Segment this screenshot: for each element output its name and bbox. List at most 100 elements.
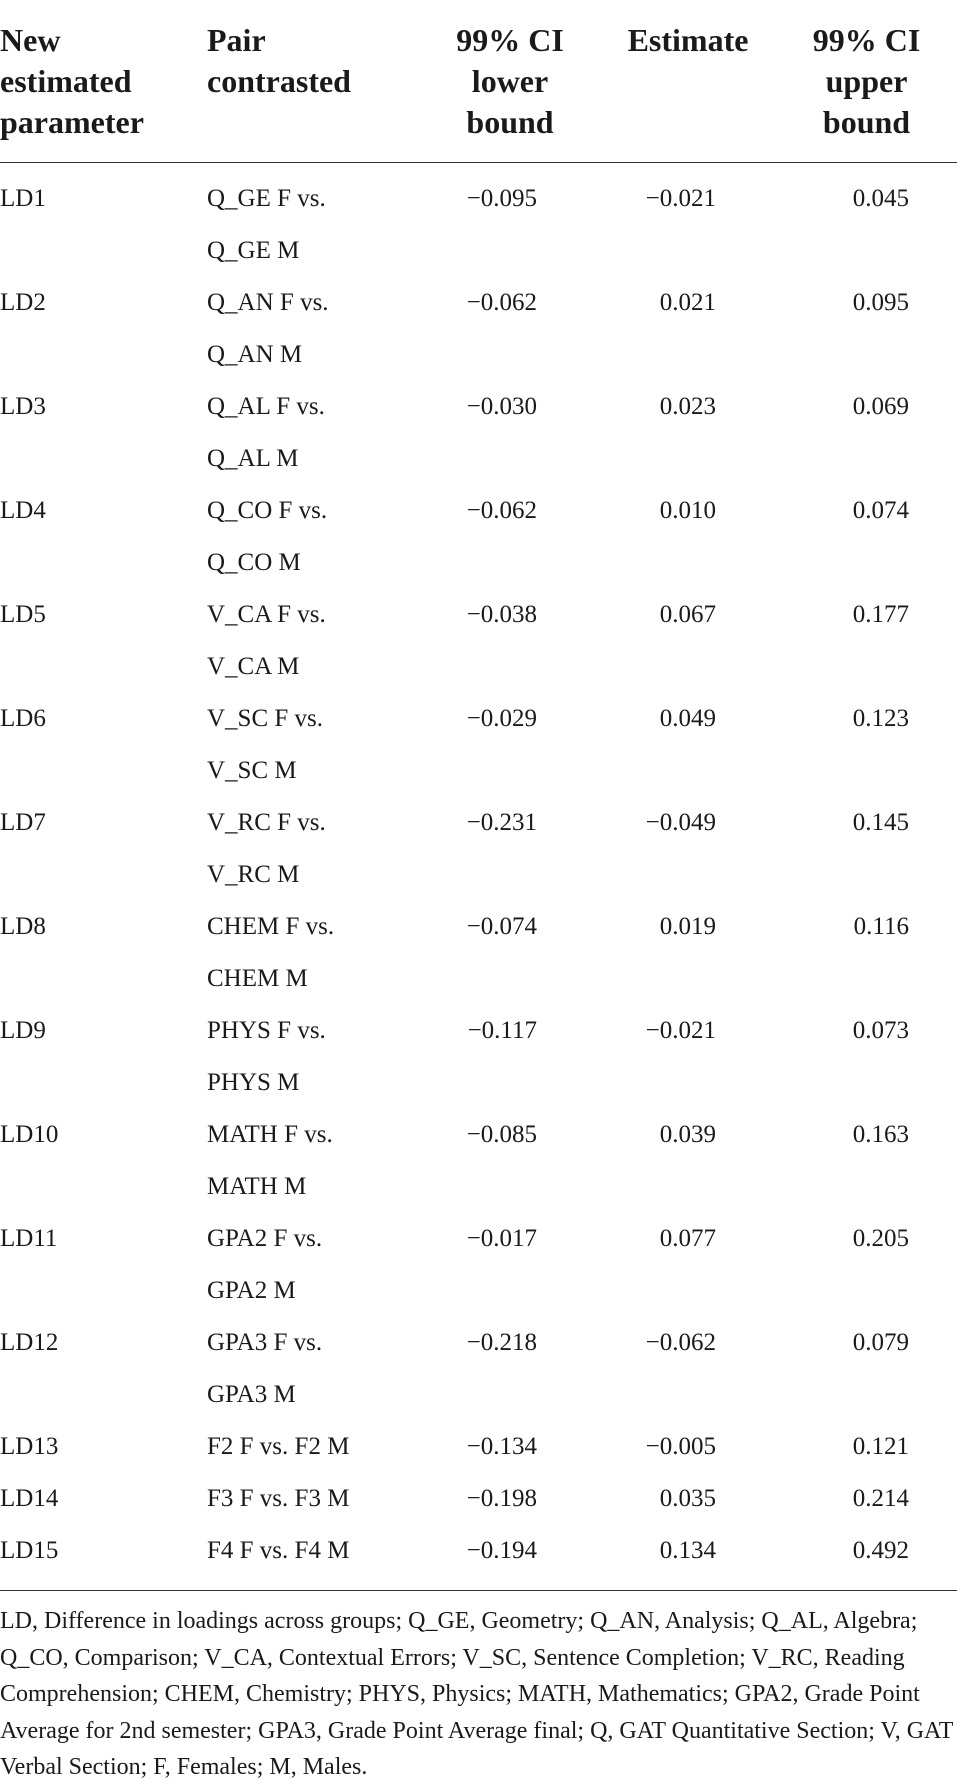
estimate-cell: 0.010 (659, 497, 716, 524)
upper-bound-cell: 0.116 (853, 913, 909, 940)
pair-line: F4 F vs. F4 M (207, 1537, 350, 1564)
header-line: upper (825, 63, 908, 99)
estimate-cell: −0.005 (645, 1433, 716, 1460)
pair-line: Q_GE M (207, 237, 300, 264)
param-cell: LD9 (0, 1017, 46, 1044)
pair-line: PHYS F vs. (207, 1017, 326, 1044)
estimate-cell: 0.049 (659, 705, 716, 732)
pair-line: V_SC M (207, 757, 297, 784)
param-cell: LD12 (0, 1329, 59, 1356)
upper-bound-cell: 0.163 (852, 1121, 909, 1148)
pair-line: V_RC M (207, 861, 300, 888)
header-line: bound (822, 104, 911, 140)
table-row: LD11 GPA2 F vs. GPA2 M −0.017 0.077 0.205 (0, 1213, 957, 1317)
pair-line: Q_AN F vs. (207, 289, 329, 316)
param-cell: LD6 (0, 705, 46, 732)
pair-line: V_CA M (207, 653, 300, 680)
upper-bound-cell: 0.145 (852, 809, 909, 836)
header-line: Pair (207, 22, 266, 58)
upper-bound-cell: 0.121 (852, 1433, 909, 1460)
estimate-cell: 0.019 (659, 913, 716, 940)
pair-cell: Q_AN F vs. Q_AN M (207, 277, 420, 381)
pair-cell: Q_GE F vs. Q_GE M (207, 163, 420, 278)
upper-bound-cell: 0.214 (852, 1485, 909, 1512)
table-row: LD2 Q_AN F vs. Q_AN M −0.062 0.021 0.095 (0, 277, 957, 381)
estimate-cell: 0.134 (659, 1537, 716, 1564)
param-cell: LD15 (0, 1537, 59, 1564)
table-row: LD15 F4 F vs. F4 M −0.194 0.134 0.492 (0, 1525, 957, 1599)
table-row: LD10 MATH F vs. MATH M −0.085 0.039 0.163 (0, 1109, 957, 1213)
lower-bound-cell: −0.074 (466, 913, 537, 940)
param-cell: LD14 (0, 1485, 59, 1512)
pair-cell: F4 F vs. F4 M (207, 1525, 420, 1599)
param-cell: LD4 (0, 497, 46, 524)
header-line: 99% CI (456, 22, 564, 58)
table-row: LD9 PHYS F vs. PHYS M −0.117 −0.021 0.073 (0, 1005, 957, 1109)
lower-bound-cell: −0.030 (466, 393, 537, 420)
lower-bound-cell: −0.017 (466, 1225, 537, 1252)
pair-line: GPA3 F vs. (207, 1329, 323, 1356)
upper-bound-cell: 0.123 (852, 705, 909, 732)
param-cell: LD10 (0, 1121, 59, 1148)
estimate-cell: −0.021 (645, 1017, 716, 1044)
upper-bound-cell: 0.069 (852, 393, 909, 420)
param-cell: LD8 (0, 913, 46, 940)
param-cell: LD5 (0, 601, 46, 628)
pair-cell: V_CA F vs. V_CA M (207, 589, 420, 693)
pair-cell: GPA3 F vs. GPA3 M (207, 1317, 420, 1421)
lower-bound-cell: −0.198 (466, 1485, 537, 1512)
lower-bound-cell: −0.134 (466, 1433, 537, 1460)
estimate-cell: 0.077 (659, 1225, 716, 1252)
upper-bound-cell: 0.073 (852, 1017, 909, 1044)
pair-line: GPA3 M (207, 1381, 296, 1408)
lower-bound-cell: −0.231 (466, 809, 537, 836)
pair-line: CHEM M (207, 965, 308, 992)
lower-bound-cell: −0.194 (466, 1537, 537, 1564)
pair-line: V_SC F vs. (207, 705, 324, 732)
header-line: lower (471, 63, 549, 99)
param-cell: LD13 (0, 1433, 59, 1460)
lower-bound-cell: −0.085 (466, 1121, 537, 1148)
table-row: LD12 GPA3 F vs. GPA3 M −0.218 −0.062 0.07… (0, 1317, 957, 1421)
header-line: Estimate (627, 22, 749, 58)
estimate-cell: 0.035 (659, 1485, 716, 1512)
pair-cell: MATH F vs. MATH M (207, 1109, 420, 1213)
estimate-cell: −0.049 (645, 809, 716, 836)
lower-bound-cell: −0.218 (466, 1329, 537, 1356)
pair-cell: V_SC F vs. V_SC M (207, 693, 420, 797)
pair-line: Q_AL M (207, 445, 299, 472)
lower-bound-cell: −0.095 (466, 185, 537, 212)
header-line: bound (466, 104, 554, 140)
pair-cell: GPA2 F vs. GPA2 M (207, 1213, 420, 1317)
header-line: contrasted (207, 63, 351, 99)
pair-line: Q_AL F vs. (207, 393, 325, 420)
table-header: New estimated parameter Pair contrasted … (0, 0, 957, 163)
results-table: New estimated parameter Pair contrasted … (0, 0, 957, 1600)
table-row: LD1 Q_GE F vs. Q_GE M −0.095 −0.021 0.045 (0, 163, 957, 278)
table-row: LD14 F3 F vs. F3 M −0.198 0.035 0.214 (0, 1473, 957, 1525)
table-body: LD1 Q_GE F vs. Q_GE M −0.095 −0.021 0.045… (0, 163, 957, 1600)
estimate-cell: 0.023 (659, 393, 716, 420)
pair-line: Q_GE F vs. (207, 185, 326, 212)
lower-bound-cell: −0.038 (466, 601, 537, 628)
pair-line: F3 F vs. F3 M (207, 1485, 350, 1512)
pair-line: Q_CO F vs. (207, 497, 328, 524)
header-ci-lower-bound: 99% CI lower bound (420, 0, 600, 163)
pair-line: CHEM F vs. (207, 913, 335, 940)
pair-line: MATH F vs. (207, 1121, 333, 1148)
pair-line: PHYS M (207, 1069, 300, 1096)
lower-bound-cell: −0.062 (466, 497, 537, 524)
header-line: New (0, 22, 61, 58)
header-estimate: Estimate (600, 0, 776, 163)
table-row: LD4 Q_CO F vs. Q_CO M −0.062 0.010 0.074 (0, 485, 957, 589)
pair-cell: Q_AL F vs. Q_AL M (207, 381, 420, 485)
pair-cell: F3 F vs. F3 M (207, 1473, 420, 1525)
header-ci-upper-bound: 99% CI upper bound (776, 0, 957, 163)
upper-bound-cell: 0.079 (852, 1329, 909, 1356)
pair-line: MATH M (207, 1173, 307, 1200)
param-cell: LD7 (0, 809, 46, 836)
table-footnote: LD, Difference in loadings across groups… (0, 1590, 957, 1786)
pair-line: Q_AN M (207, 341, 303, 368)
lower-bound-cell: −0.117 (467, 1017, 537, 1044)
header-row: New estimated parameter Pair contrasted … (0, 0, 957, 163)
